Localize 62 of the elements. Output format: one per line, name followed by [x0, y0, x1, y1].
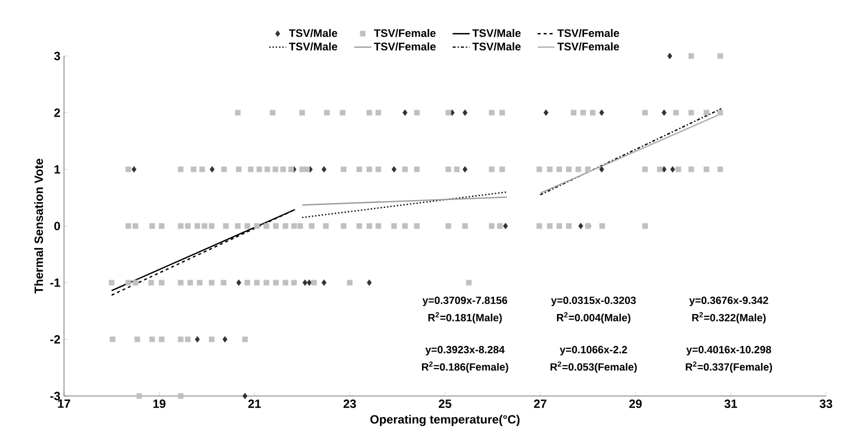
point: [599, 166, 604, 173]
point: [667, 52, 672, 60]
x-tick-label: 23: [344, 400, 356, 408]
point: [242, 392, 248, 400]
annotation: R$^{2}$=0.004(Male): [556, 312, 630, 324]
legend-label: TSV/Male: [288, 28, 338, 38]
point: [322, 279, 326, 286]
point: [392, 166, 396, 173]
y-tick-label: 2: [54, 108, 60, 117]
y-axis-title: Thermal Sensation Vote: [34, 158, 43, 294]
point: [662, 166, 667, 173]
y-tick-label: -1: [50, 278, 60, 287]
point: [306, 279, 312, 286]
point: [544, 109, 548, 116]
annotation: R$^{2}$=0.053(Female): [550, 361, 637, 373]
annotation: R$^{2}$=0.186(Female): [422, 361, 508, 373]
point: [322, 166, 326, 173]
point: [578, 222, 584, 230]
legend-label: TSV/Female: [557, 28, 620, 38]
x-axis-title: Operating temperature(°C): [370, 414, 520, 426]
annotation: y=0.3709x-7.8156: [422, 296, 508, 306]
annotation: y=0.0315x-0.3203: [551, 296, 636, 306]
annotation: R$^{2}$=0.181(Male): [428, 312, 502, 324]
legend-label: TSV/Female: [374, 42, 436, 51]
point: [402, 109, 408, 116]
point: [236, 279, 242, 286]
point: [670, 166, 676, 173]
annotation: R$^{2}$=0.337(Female): [686, 361, 772, 373]
y-tick-label: -3: [50, 392, 60, 400]
point: [462, 109, 468, 116]
legend-label: TSV/Female: [557, 42, 620, 51]
point: [599, 109, 604, 116]
y-tick-label: -2: [50, 335, 60, 344]
y-tick-label: 3: [54, 52, 60, 60]
legend-label: TSV/Male: [472, 28, 521, 38]
x-tick-label: 25: [438, 400, 452, 408]
point: [302, 279, 308, 286]
annotation: R$^{2}$=0.322(Male): [692, 312, 766, 324]
annotation: y=0.4016x-10.298: [686, 346, 772, 356]
legend-label: TSV/Male: [288, 42, 338, 51]
point: [662, 109, 667, 116]
annotation: y=0.3676x-9.342: [689, 296, 768, 306]
x-tick-label: 27: [534, 400, 546, 408]
point: [194, 336, 200, 343]
point: [210, 166, 215, 173]
annotation: y=0.3923x-8.284: [425, 346, 505, 356]
point: [366, 279, 372, 286]
x-tick-label: 19: [153, 400, 166, 408]
x-tick-label: 17: [58, 400, 70, 408]
y-tick-label: 0: [54, 222, 60, 230]
annotation: y=0.1066x-2.2: [560, 346, 628, 356]
y-tick-label: 1: [54, 165, 60, 174]
point: [503, 222, 508, 230]
x-tick-label: 33: [820, 400, 832, 408]
point: [132, 166, 136, 173]
x-tick-label: 31: [724, 400, 738, 408]
x-tick-label: 21: [248, 400, 261, 408]
point: [462, 166, 468, 173]
legend-label: TSV/Female: [374, 28, 436, 38]
legend-label: TSV/Male: [472, 42, 521, 51]
point: [222, 336, 228, 343]
x-tick-label: 29: [629, 400, 642, 408]
